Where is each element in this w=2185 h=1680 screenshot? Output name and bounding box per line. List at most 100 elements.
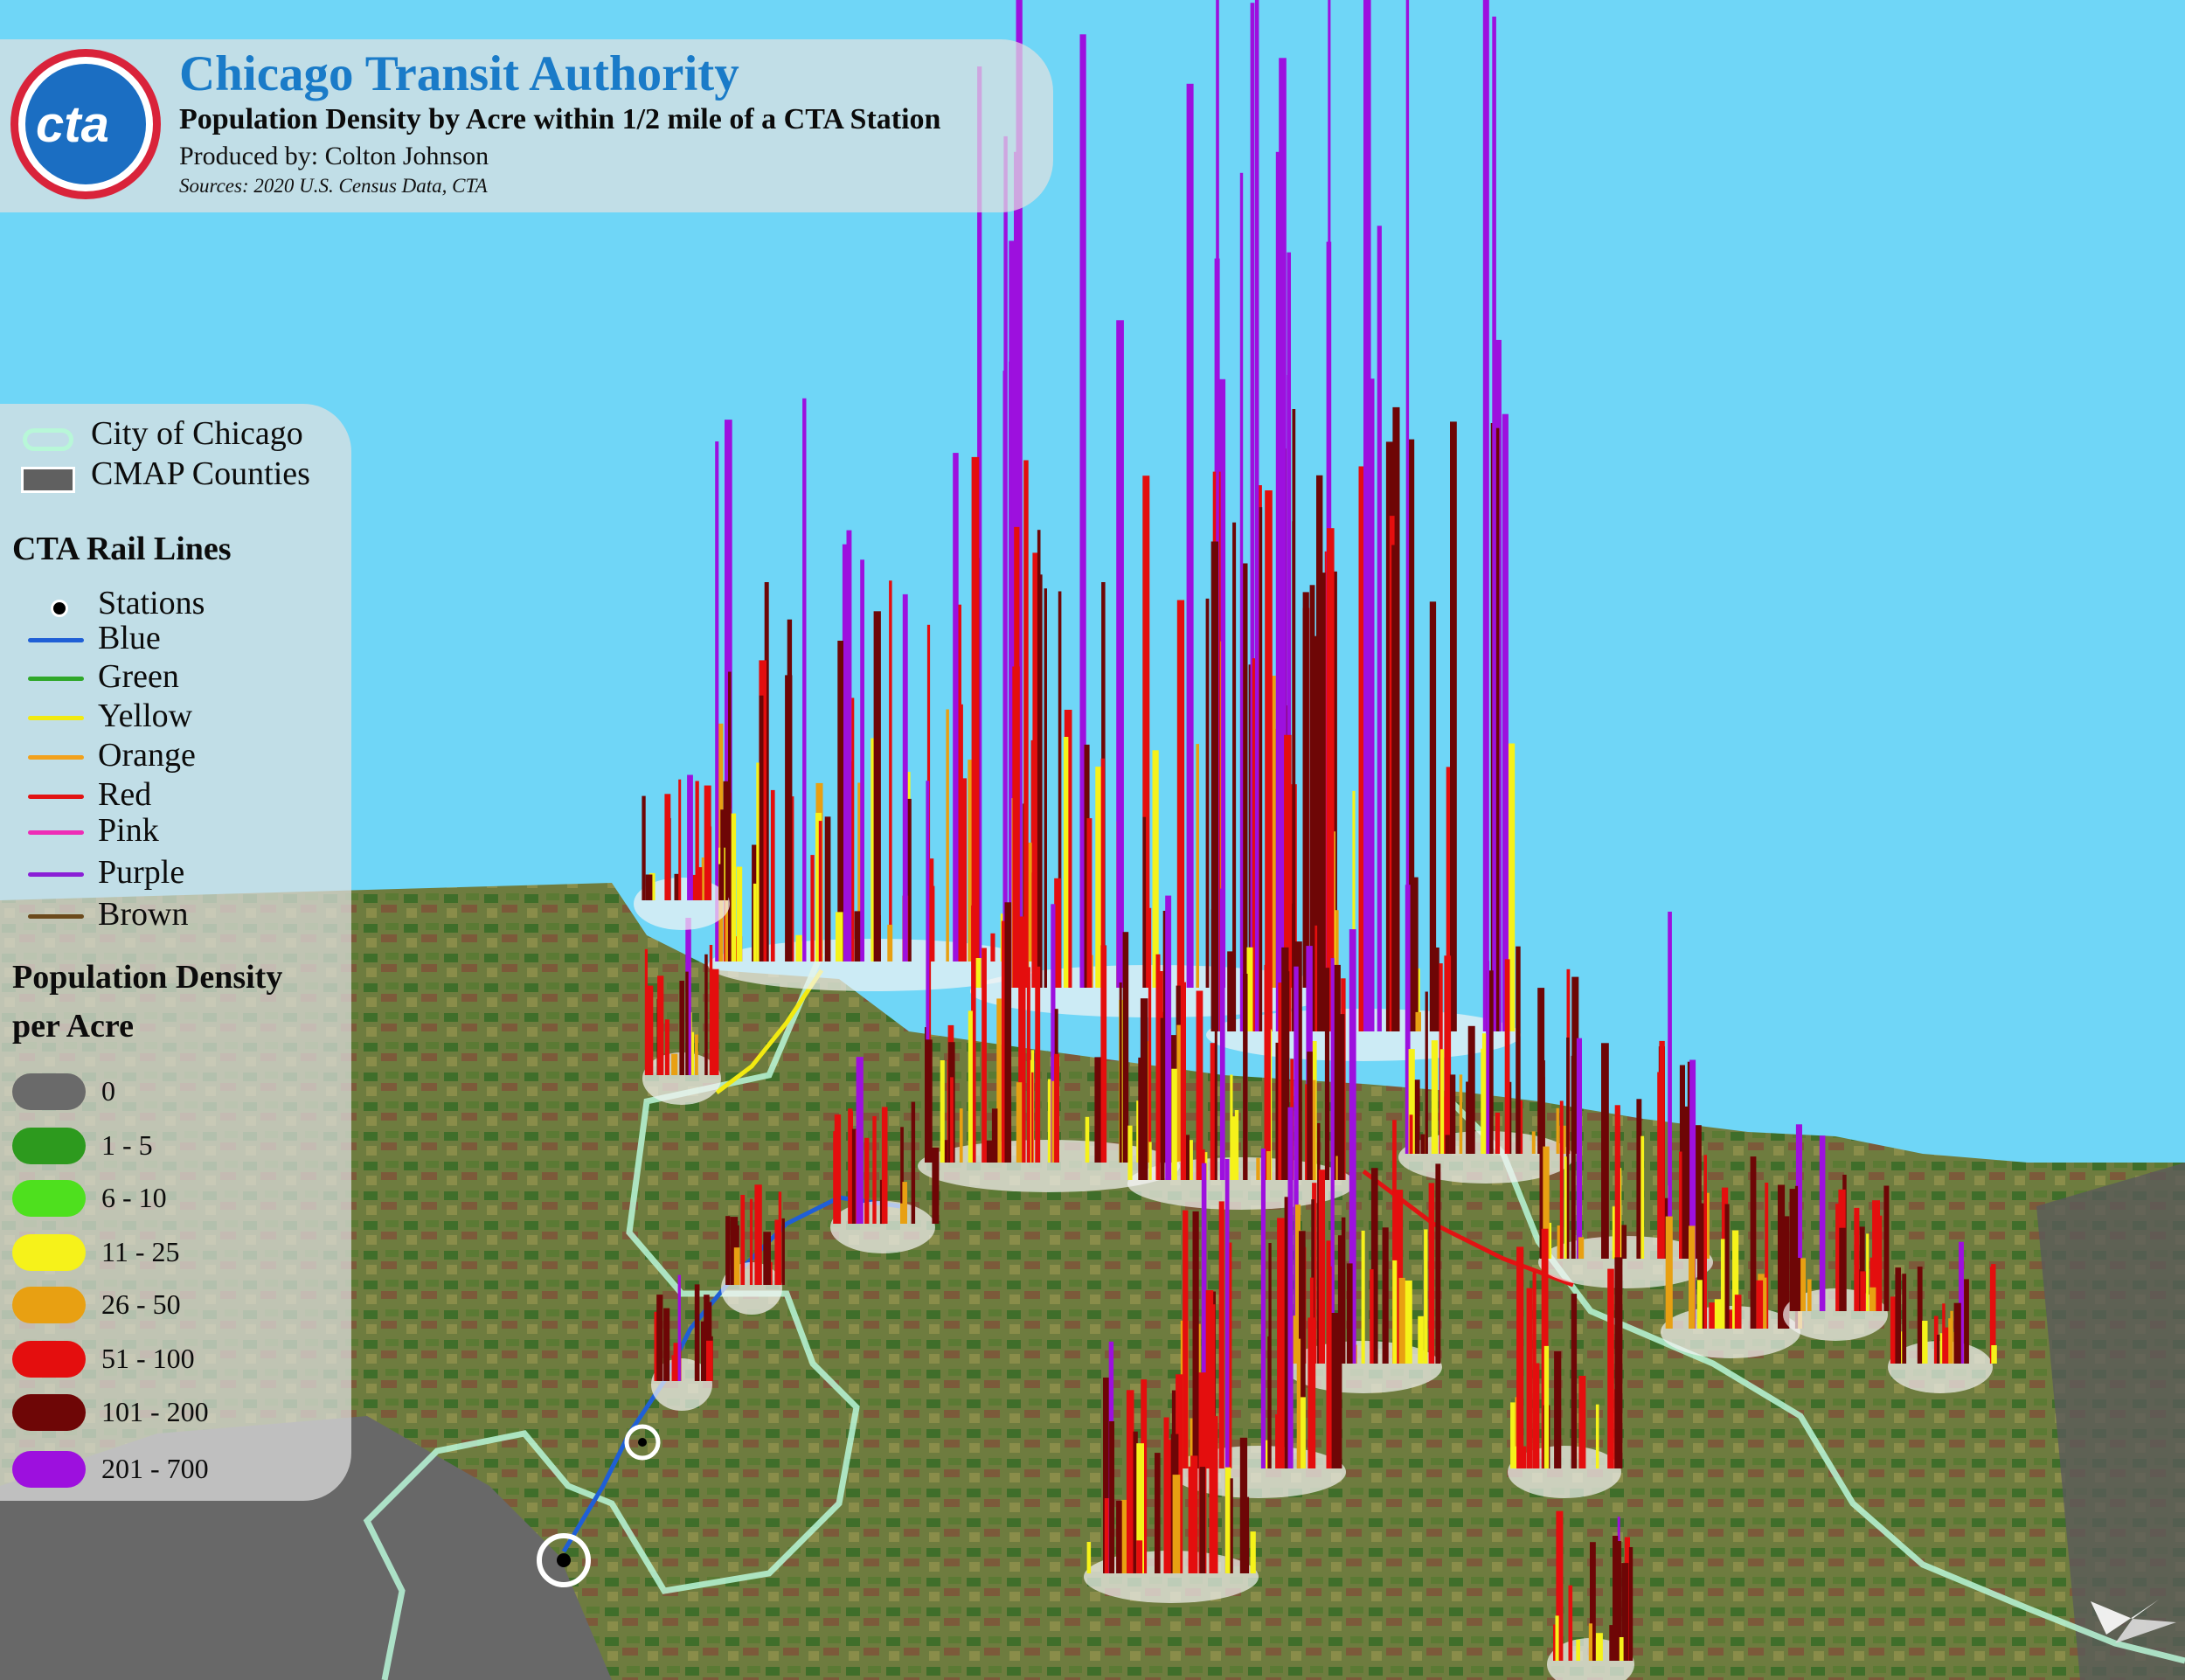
density-column	[1516, 1246, 1524, 1468]
density-column	[1311, 635, 1320, 988]
legend-line-1-swatch	[28, 677, 84, 681]
density-column	[1300, 1397, 1306, 1468]
density-column	[1148, 907, 1152, 1163]
density-column	[1275, 1042, 1280, 1180]
density-column	[1259, 507, 1263, 1031]
density-column	[1321, 573, 1326, 1031]
density-column	[1933, 1316, 1939, 1364]
density-column	[1313, 925, 1318, 1031]
density-column	[1324, 968, 1330, 1180]
density-column	[1292, 521, 1295, 1031]
density-column	[810, 855, 815, 961]
density-column	[1526, 1288, 1533, 1468]
density-column	[1609, 1625, 1615, 1661]
density-column	[881, 1107, 888, 1224]
density-column	[1391, 545, 1396, 1031]
density-column	[1601, 1043, 1609, 1259]
legend-density-title-1: Population Density	[12, 959, 283, 996]
density-column	[1224, 1159, 1230, 1573]
legend-line-0-swatch	[28, 638, 84, 642]
density-column	[1287, 252, 1291, 1031]
density-column	[1459, 1074, 1463, 1154]
density-column	[1012, 666, 1020, 988]
density-column	[1307, 1052, 1313, 1180]
logo-text: cta	[36, 96, 109, 153]
density-column	[1227, 1242, 1232, 1468]
density-column	[687, 774, 693, 900]
density-column	[1784, 1216, 1790, 1329]
density-column	[785, 675, 793, 961]
density-column	[837, 641, 843, 961]
density-column	[971, 905, 976, 1163]
density-column	[1778, 1184, 1786, 1329]
density-column	[1331, 571, 1337, 988]
density-column	[1341, 1217, 1346, 1364]
density-column	[1250, 3, 1255, 989]
density-column	[1895, 1267, 1901, 1364]
density-column	[1709, 1302, 1717, 1329]
density-column	[1294, 1204, 1301, 1364]
density-column	[1795, 1124, 1802, 1329]
density-column	[1508, 743, 1516, 1031]
density-column	[1481, 1033, 1489, 1154]
density-column	[718, 864, 724, 900]
map-title: Chicago Transit Authority	[179, 46, 739, 101]
map-subtitle: Population Density by Acre within 1/2 mi…	[179, 103, 941, 135]
density-column	[1302, 592, 1309, 988]
legend-density-2-label: 6 - 10	[101, 1182, 167, 1213]
density-column	[1436, 948, 1439, 1031]
density-column	[802, 398, 807, 961]
density-column	[1337, 1235, 1342, 1468]
density-column	[1482, 0, 1489, 1032]
density-column	[740, 1195, 746, 1285]
density-column	[1184, 1135, 1190, 1180]
density-column	[1152, 750, 1159, 988]
density-column	[1727, 1309, 1736, 1329]
density-column	[1016, 1082, 1023, 1163]
density-column	[1724, 1204, 1730, 1329]
density-column	[1835, 1204, 1842, 1311]
density-column	[1621, 1563, 1629, 1661]
density-column	[671, 1355, 677, 1381]
density-column	[1176, 1024, 1183, 1163]
density-column	[1444, 955, 1452, 1154]
density-column	[1793, 1258, 1801, 1311]
density-column	[871, 738, 877, 961]
density-column	[1859, 1226, 1865, 1311]
density-column	[1256, 1157, 1260, 1180]
density-column	[1750, 1156, 1757, 1329]
density-column	[1201, 1163, 1207, 1468]
density-column	[1665, 1216, 1673, 1329]
density-column	[1163, 1417, 1169, 1573]
density-column	[1196, 990, 1203, 1180]
density-column	[1138, 1057, 1141, 1180]
density-column	[1219, 888, 1225, 1180]
density-column	[709, 945, 713, 1075]
density-column	[1104, 1498, 1113, 1573]
density-column	[1028, 843, 1032, 961]
density-column	[1275, 1414, 1280, 1468]
density-column	[1554, 1351, 1562, 1468]
density-column	[1408, 1049, 1415, 1154]
density-column	[706, 826, 712, 900]
density-column	[1467, 1025, 1475, 1154]
density-column	[1703, 1155, 1707, 1329]
density-column	[1058, 591, 1062, 988]
density-column	[1392, 1260, 1398, 1364]
density-column	[1284, 1197, 1291, 1468]
density-column	[723, 781, 729, 900]
density-column	[1521, 1446, 1527, 1468]
rail-blue	[561, 1195, 901, 1553]
density-column	[663, 1308, 670, 1381]
density-column	[1854, 1207, 1860, 1311]
density-column	[1230, 1478, 1233, 1573]
density-column	[1510, 1402, 1516, 1468]
density-column	[770, 789, 775, 961]
density-column	[1054, 878, 1061, 988]
density-column	[1578, 1237, 1585, 1259]
density-column	[1734, 1295, 1742, 1329]
density-column	[678, 779, 682, 900]
density-column	[1281, 947, 1289, 1180]
density-column	[1136, 1443, 1144, 1573]
density-column	[986, 1140, 993, 1163]
